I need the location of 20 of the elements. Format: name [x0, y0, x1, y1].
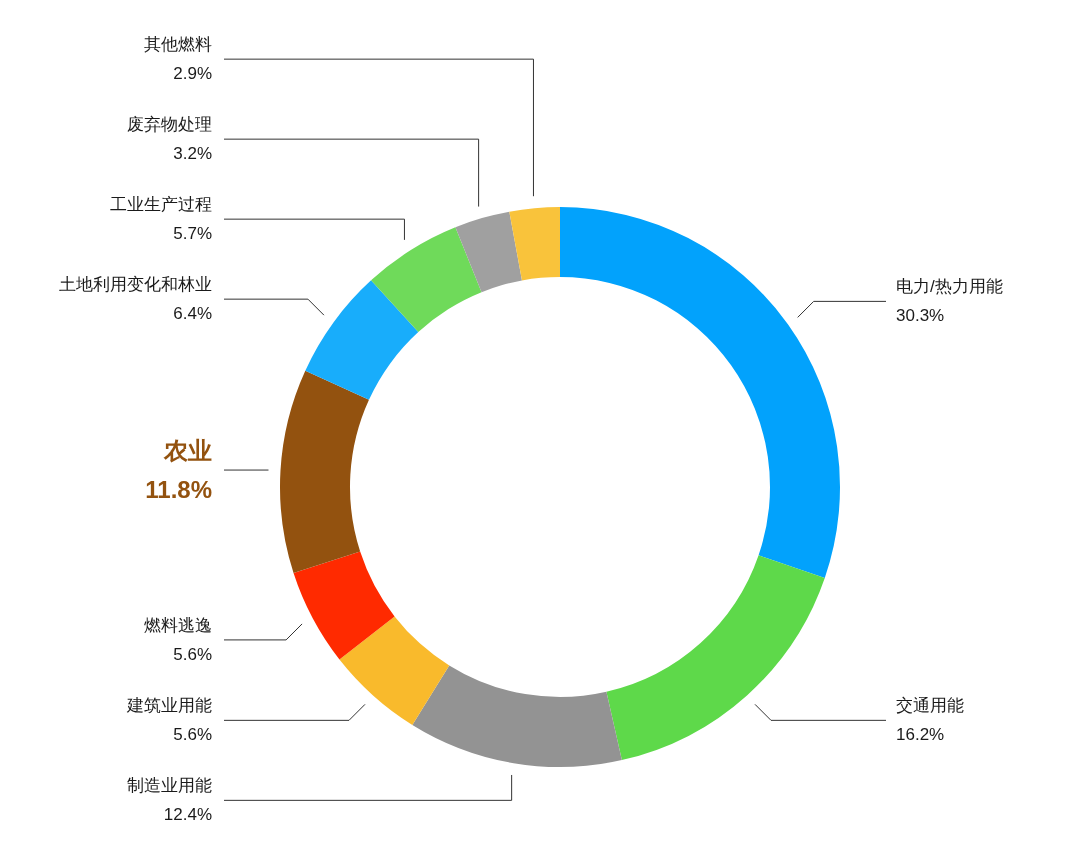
slice-label: 工业生产过程	[110, 194, 212, 214]
data-label: 11.8%	[145, 475, 212, 503]
data-label: 2.9%	[173, 63, 212, 83]
slice-label: 制造业用能	[127, 776, 212, 796]
data-label: 12.4%	[163, 805, 212, 825]
slice-label: 电力/热力用能	[896, 277, 1003, 297]
data-label: 30.3%	[896, 306, 945, 326]
data-label: 16.2%	[896, 725, 945, 745]
slice-label: 土地利用变化和林业	[59, 274, 212, 294]
data-label: 5.7%	[173, 223, 212, 243]
slice-label: 建筑业用能	[126, 696, 212, 716]
slice-label: 废弃物处理	[127, 114, 212, 134]
slice-label: 其他燃料	[144, 34, 212, 54]
data-label: 3.2%	[173, 143, 212, 163]
data-label: 5.6%	[173, 725, 212, 745]
data-label: 6.4%	[173, 303, 212, 323]
slice-label: 交通用能	[896, 696, 964, 716]
data-label: 5.6%	[173, 644, 212, 664]
slice-label: 农业	[163, 436, 212, 464]
slice-label: 燃料逃逸	[144, 615, 212, 635]
